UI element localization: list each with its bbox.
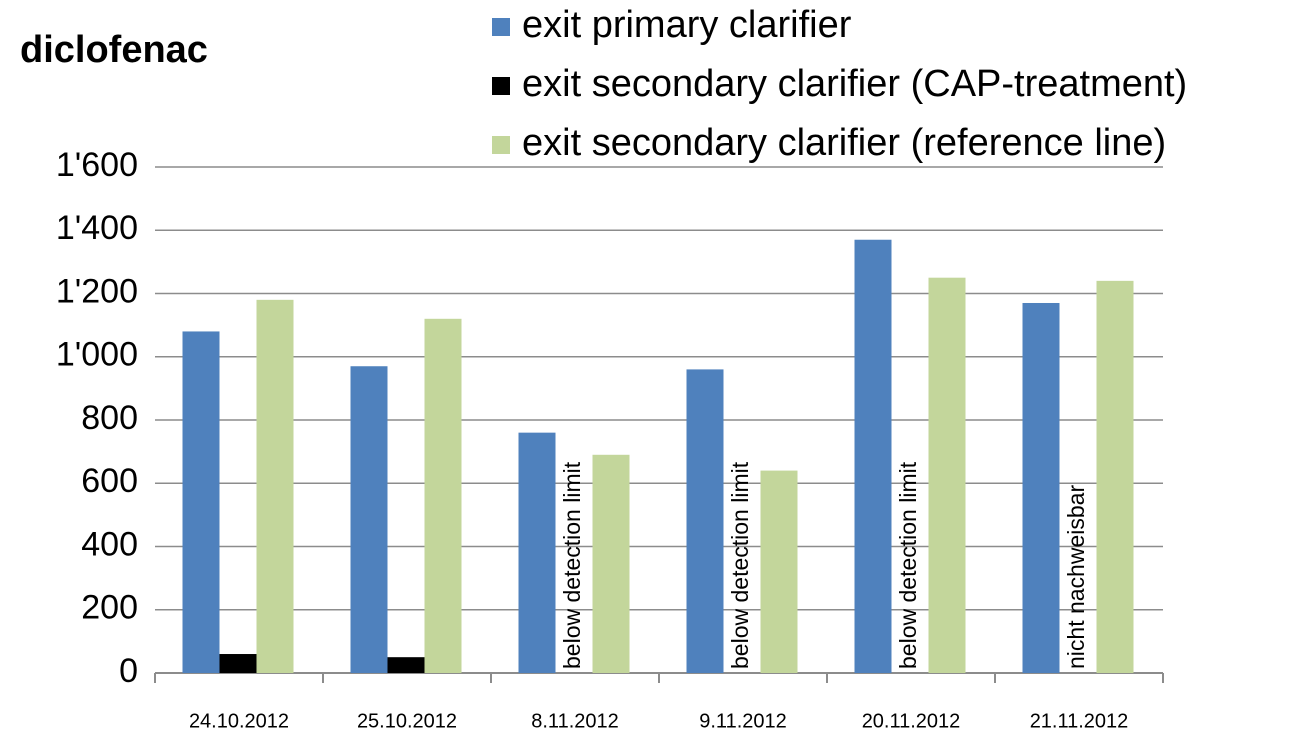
bar bbox=[182, 331, 220, 673]
bar bbox=[592, 454, 630, 673]
y-tick-label: 1'600 bbox=[56, 146, 138, 184]
x-tick-label: 21.11.2012 bbox=[1030, 710, 1129, 732]
legend-swatch bbox=[492, 136, 510, 154]
y-tick-label: 800 bbox=[81, 399, 138, 437]
y-tick-label: 1'000 bbox=[56, 336, 138, 374]
bar bbox=[1096, 280, 1134, 673]
bar bbox=[424, 318, 462, 673]
bar bbox=[256, 299, 294, 673]
chart-title: diclofenac bbox=[20, 29, 208, 71]
y-tick-label: 1'400 bbox=[56, 209, 138, 247]
legend-swatch bbox=[492, 77, 510, 95]
annotation: below detection limit bbox=[559, 461, 585, 669]
annotation: below detection limit bbox=[895, 461, 921, 669]
x-tick-label: 25.10.2012 bbox=[357, 710, 457, 732]
bar bbox=[854, 239, 892, 674]
x-tick-label: 24.10.2012 bbox=[189, 710, 289, 732]
legend-label: exit secondary clarifier (reference line… bbox=[522, 122, 1166, 164]
bar bbox=[387, 657, 425, 673]
annotation: below detection limit bbox=[727, 461, 753, 669]
legend-label: exit primary clarifier bbox=[522, 4, 852, 46]
bar bbox=[928, 277, 966, 673]
x-tick-label: 8.11.2012 bbox=[531, 710, 619, 732]
bar bbox=[219, 654, 257, 673]
y-tick-label: 0 bbox=[119, 652, 138, 690]
bar bbox=[518, 432, 556, 673]
bar bbox=[1022, 302, 1060, 673]
y-tick-label: 400 bbox=[81, 525, 138, 563]
bar bbox=[350, 366, 388, 673]
y-tick-label: 600 bbox=[81, 462, 138, 500]
bar bbox=[760, 470, 798, 673]
bar bbox=[686, 369, 724, 673]
legend-swatch bbox=[492, 18, 510, 36]
x-tick-label: 20.11.2012 bbox=[862, 710, 961, 732]
legend-label: exit secondary clarifier (CAP-treatment) bbox=[522, 63, 1187, 105]
y-tick-label: 200 bbox=[81, 589, 138, 627]
y-tick-label: 1'200 bbox=[56, 272, 138, 310]
annotation: nicht nachweisbar bbox=[1063, 485, 1089, 669]
x-tick-label: 9.11.2012 bbox=[699, 710, 787, 732]
